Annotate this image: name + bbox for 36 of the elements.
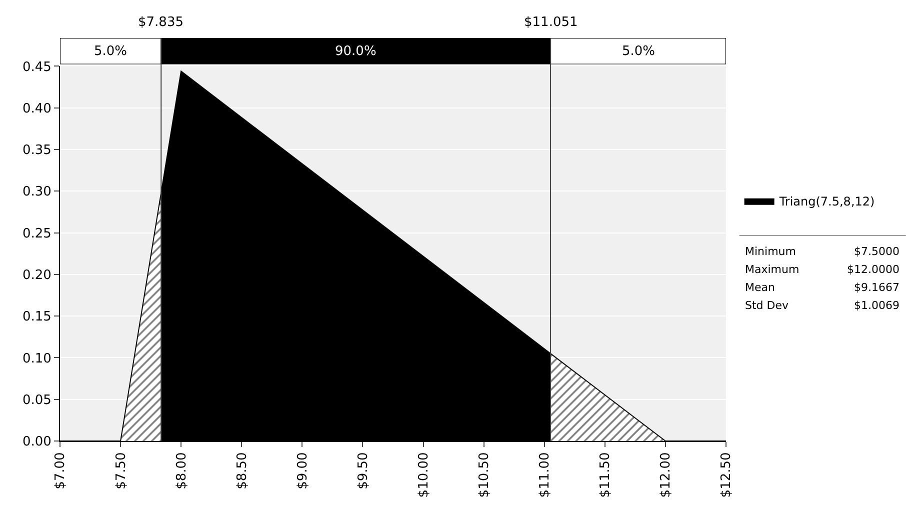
x-tick-label: $7.00 xyxy=(53,452,68,490)
y-tick-label: 0.25 xyxy=(22,226,52,242)
x-tick-label: $7.50 xyxy=(114,452,129,490)
y-tick-label: 0.20 xyxy=(22,268,52,283)
y-tick-label: 0.30 xyxy=(22,184,52,200)
y-tick-label: 0.45 xyxy=(22,60,52,75)
ref-line-label: $7.835 xyxy=(138,15,184,30)
x-tick-label: $11.00 xyxy=(538,452,553,498)
x-tick-label: $10.50 xyxy=(477,452,492,498)
y-tick-label: 0.40 xyxy=(22,101,52,116)
y-tick-label: 0.35 xyxy=(22,143,52,158)
ref-line-label: $11.051 xyxy=(524,15,578,30)
text: $7.5000 xyxy=(854,245,900,258)
x-tick-label: $12.50 xyxy=(719,452,734,498)
y-tick-label: 0.15 xyxy=(22,310,52,325)
text: 5.0% xyxy=(94,44,128,59)
legend-label: Triang(7.5,8,12) xyxy=(778,194,875,208)
text: Mean xyxy=(745,281,775,294)
y-tick-label: 0.05 xyxy=(22,392,52,408)
text: $12.0000 xyxy=(847,263,900,276)
text: $1.0069 xyxy=(854,299,900,312)
x-tick-label: $9.50 xyxy=(356,452,371,490)
text: 5.0% xyxy=(622,44,656,59)
x-tick-label: $9.00 xyxy=(295,452,310,490)
x-tick-label: $8.00 xyxy=(174,452,190,490)
text: $9.1667 xyxy=(854,281,900,294)
x-tick-label: $12.00 xyxy=(658,452,674,498)
text: Maximum xyxy=(745,263,800,276)
x-tick-label: $8.50 xyxy=(234,452,250,490)
text: Minimum xyxy=(745,245,796,258)
y-tick-label: 0.10 xyxy=(22,351,52,366)
text: Std Dev xyxy=(745,299,790,312)
text: 90.0% xyxy=(335,44,376,59)
x-tick-label: $10.00 xyxy=(416,452,432,498)
x-tick-label: $11.50 xyxy=(598,452,614,498)
y-tick-label: 0.00 xyxy=(22,434,52,450)
